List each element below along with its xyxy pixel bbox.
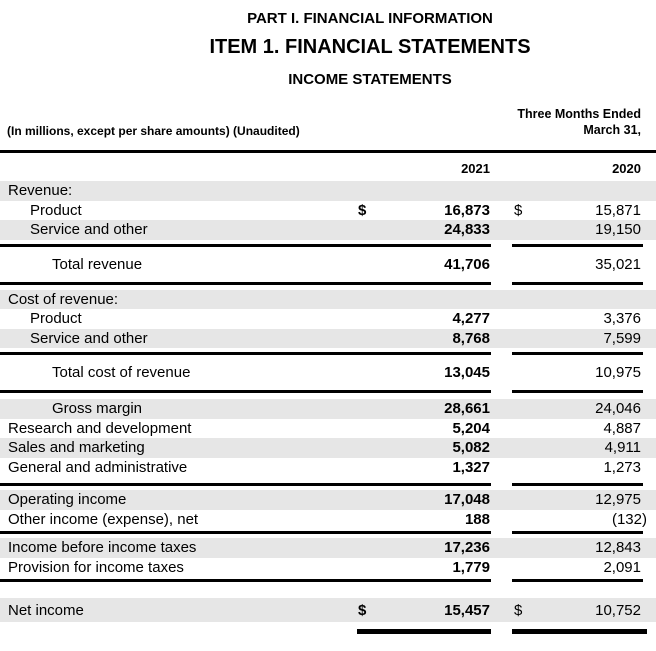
value-2021: 8,768 xyxy=(452,329,490,347)
table-row-cost-header: Cost of revenue: xyxy=(0,289,656,309)
table-row-general-administrative: General and administrative 1,327 1,273 xyxy=(0,458,656,478)
value-2020: 12,843 xyxy=(595,539,641,557)
value-2020: (132) xyxy=(611,510,647,528)
row-label: Operating income xyxy=(8,491,127,509)
value-2021: 4,277 xyxy=(452,310,490,328)
table-row-provision-taxes: Provision for income taxes 1,779 2,091 xyxy=(0,558,656,578)
row-label: Service and other xyxy=(30,221,148,239)
table-row-cost-product: Product 4,277 3,376 xyxy=(0,309,656,329)
row-label: Net income xyxy=(8,601,84,619)
value-2020: 15,871 xyxy=(595,201,641,219)
value-2021: 15,457 xyxy=(444,601,490,619)
row-label: Product xyxy=(30,201,82,219)
row-label: Cost of revenue: xyxy=(8,290,119,308)
table-row-operating-income: Operating income 17,048 12,975 xyxy=(0,490,656,510)
currency-2021: $ xyxy=(358,201,367,219)
period-header: Three Months Ended March 31, xyxy=(517,106,641,138)
table-row-sales-marketing: Sales and marketing 5,082 4,911 xyxy=(0,438,656,458)
value-2021: 17,236 xyxy=(444,539,490,557)
income-statement-table: 2021 2020 Revenue: Product $ 16,873 $ 15… xyxy=(0,153,656,634)
year-header-row: 2021 2020 xyxy=(0,153,656,181)
row-label: Product xyxy=(30,310,82,328)
value-2021: 24,833 xyxy=(444,221,490,239)
table-row-total-cost: Total cost of revenue 13,045 10,975 xyxy=(0,355,656,390)
row-label: Sales and marketing xyxy=(8,439,145,457)
row-label: Revenue: xyxy=(8,182,73,200)
currency-2021: $ xyxy=(358,601,367,619)
table-row-gross-margin: Gross margin 28,661 24,046 xyxy=(0,399,656,419)
value-2020: 10,752 xyxy=(595,601,641,619)
value-2020: 7,599 xyxy=(603,329,641,347)
value-2020: 1,273 xyxy=(603,458,641,476)
table-top-rule xyxy=(0,150,656,153)
table-row-income-before-taxes: Income before income taxes 17,236 12,843 xyxy=(0,538,656,558)
table-rule xyxy=(0,352,656,355)
row-label: General and administrative xyxy=(8,458,188,476)
part-title: PART I. FINANCIAL INFORMATION xyxy=(247,10,493,27)
value-2020: 35,021 xyxy=(595,255,641,273)
value-2021: 5,082 xyxy=(452,439,490,457)
value-2020: 2,091 xyxy=(603,558,641,576)
year-header-2020: 2020 xyxy=(612,161,641,176)
value-2020: 12,975 xyxy=(595,491,641,509)
value-2020: 3,376 xyxy=(603,310,641,328)
table-row-revenue-service: Service and other 24,833 19,150 xyxy=(0,220,656,240)
value-2021: 5,204 xyxy=(452,419,490,437)
row-label: Other income (expense), net xyxy=(8,510,199,528)
table-rule xyxy=(0,483,656,486)
table-row-research-development: Research and development 5,204 4,887 xyxy=(0,419,656,439)
table-row-other-income: Other income (expense), net 188 (132) xyxy=(0,510,656,530)
row-label: Total cost of revenue xyxy=(52,364,191,381)
currency-2020: $ xyxy=(514,601,523,619)
table-caption-row: (In millions, except per share amounts) … xyxy=(0,106,656,138)
currency-2020: $ xyxy=(514,201,523,219)
table-rule xyxy=(0,281,656,285)
value-2021: 41,706 xyxy=(444,255,490,273)
table-rule xyxy=(0,531,656,534)
table-rule xyxy=(0,243,656,247)
table-rule xyxy=(0,579,656,582)
value-2021: 13,045 xyxy=(444,364,490,381)
row-label: Total revenue xyxy=(52,255,143,273)
value-2021: 28,661 xyxy=(444,400,490,418)
table-row-revenue-header: Revenue: xyxy=(0,181,656,201)
value-2021: 188 xyxy=(464,510,490,528)
value-2020: 19,150 xyxy=(595,221,641,239)
value-2020: 4,911 xyxy=(604,439,641,457)
period-line-1: Three Months Ended xyxy=(517,107,641,121)
item-title: ITEM 1. FINANCIAL STATEMENTS xyxy=(209,36,531,58)
row-label: Research and development xyxy=(8,419,192,437)
year-header-2021: 2021 xyxy=(461,161,490,176)
document-header: PART I. FINANCIAL INFORMATION ITEM 1. FI… xyxy=(0,10,656,88)
value-2020: 24,046 xyxy=(595,400,641,418)
value-2020: 4,887 xyxy=(603,419,641,437)
value-2020: 10,975 xyxy=(595,364,641,381)
period-line-2: March 31, xyxy=(583,123,641,137)
row-label: Gross margin xyxy=(52,400,143,418)
units-note: (In millions, except per share amounts) … xyxy=(7,124,300,138)
table-closing-rule xyxy=(0,629,656,634)
table-row-cost-service: Service and other 8,768 7,599 xyxy=(0,328,656,348)
table-row-net-income: Net income $ 15,457 $ 10,752 xyxy=(0,598,656,622)
statement-title: INCOME STATEMENTS xyxy=(288,71,452,88)
table-row-total-revenue: Total revenue 41,706 35,021 xyxy=(0,247,656,282)
value-2021: 17,048 xyxy=(444,491,490,509)
row-label: Provision for income taxes xyxy=(8,558,184,576)
row-label: Income before income taxes xyxy=(8,539,197,557)
value-2021: 16,873 xyxy=(444,201,490,219)
value-2021: 1,779 xyxy=(452,558,490,576)
value-2021: 1,327 xyxy=(452,458,490,476)
table-row-revenue-product: Product $ 16,873 $ 15,871 xyxy=(0,201,656,221)
table-rule xyxy=(0,390,656,393)
row-label: Service and other xyxy=(30,329,148,347)
